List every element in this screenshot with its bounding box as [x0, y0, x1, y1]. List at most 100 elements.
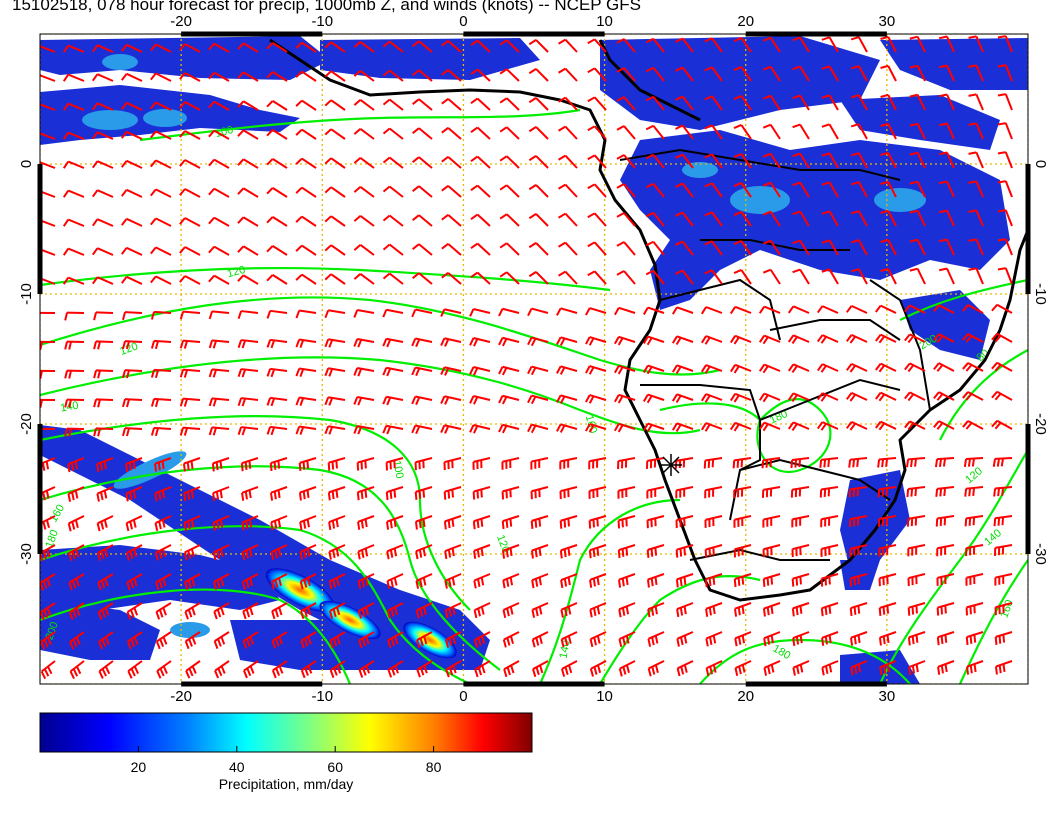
wind-barb	[324, 338, 346, 348]
wind-barb	[295, 41, 317, 53]
wind-barb	[40, 340, 56, 350]
wind-barb	[821, 152, 839, 169]
wind-barb	[704, 269, 723, 285]
wind-barb	[878, 544, 897, 557]
lon-tick-label: 10	[596, 13, 613, 30]
wind-barb	[909, 122, 926, 140]
wind-barb	[415, 602, 433, 619]
wind-barb	[327, 457, 346, 471]
wind-barb	[295, 338, 317, 348]
wind-barb	[179, 368, 201, 378]
wind-barb	[411, 366, 433, 377]
wind-barb	[821, 239, 839, 256]
wind-barb	[179, 339, 201, 349]
wind-barb	[792, 268, 810, 285]
wind-barb	[295, 128, 317, 140]
wind-barb	[675, 269, 694, 285]
wind-barb	[530, 544, 549, 559]
wind-barb	[126, 602, 143, 620]
wind-barb	[68, 573, 85, 591]
wind-barb	[733, 573, 752, 588]
wind-barb	[909, 64, 926, 82]
wind-barb	[154, 486, 172, 502]
wind-barb	[587, 241, 607, 256]
wind-barb	[266, 367, 288, 378]
wind-barb	[122, 398, 143, 408]
wind-barb	[213, 631, 230, 649]
wind-barb	[616, 212, 636, 227]
wind-barb	[440, 337, 462, 347]
wind-barb	[587, 183, 607, 198]
wind-barb	[324, 99, 346, 111]
wind-barb	[762, 36, 781, 53]
wind-barb	[473, 573, 491, 589]
wind-barb	[704, 182, 723, 198]
wind-barb	[645, 37, 665, 53]
wind-barb	[266, 425, 288, 436]
wind-barb	[618, 602, 636, 618]
wind-barb	[266, 100, 288, 111]
wind-barb	[906, 486, 926, 498]
wind-barb	[704, 124, 723, 140]
wind-barb	[356, 457, 375, 471]
wind-barb	[96, 544, 114, 561]
wind-barb	[382, 156, 404, 169]
wind-barb	[382, 308, 404, 318]
wind-barb	[150, 310, 172, 320]
wind-barb	[761, 457, 781, 469]
colorbar-ticks: 20 40 60 80	[131, 746, 442, 775]
wind-barb	[212, 515, 230, 531]
wind-barb	[587, 212, 607, 227]
wind-barb	[208, 339, 230, 349]
wind-barb	[270, 515, 288, 531]
wind-barb	[416, 660, 433, 678]
wind-barb	[704, 486, 723, 499]
wind-barb	[758, 305, 781, 314]
lat-tick-label: -30	[1032, 543, 1049, 565]
wind-barb	[266, 158, 288, 169]
wind-barb	[179, 246, 201, 256]
wind-barb	[470, 97, 491, 111]
wind-barb	[558, 96, 578, 111]
wind-barb	[69, 631, 85, 650]
wind-barb	[849, 515, 868, 528]
wind-barb	[758, 392, 781, 403]
wind-barb	[587, 270, 607, 285]
wind-barb	[353, 215, 375, 227]
wind-barb	[763, 631, 781, 647]
wind-barbs	[40, 35, 1013, 680]
wind-barb	[93, 427, 114, 437]
wind-barb	[645, 124, 665, 140]
wind-barb	[645, 66, 665, 82]
wind-barb	[121, 130, 143, 140]
wind-barb	[415, 573, 433, 589]
wind-barb	[850, 152, 868, 169]
wind-barb	[502, 573, 520, 589]
colorbar-tick-label: 40	[229, 759, 245, 775]
wind-barb	[93, 369, 114, 379]
wind-barb	[528, 68, 549, 82]
wind-barb	[208, 129, 230, 140]
wind-barb	[647, 660, 665, 677]
wind-barb	[791, 515, 810, 528]
wind-barb	[792, 65, 810, 82]
wind-barb	[880, 151, 897, 169]
wind-barb	[848, 486, 868, 498]
wind-barb	[387, 631, 404, 649]
wind-barb	[237, 310, 259, 319]
wind-barb	[558, 154, 578, 169]
wind-barb	[357, 515, 375, 530]
wind-barb	[821, 181, 839, 198]
wind-barb	[528, 271, 549, 285]
wind-barb	[991, 361, 1013, 372]
wind-barb	[792, 631, 810, 647]
wind-barb	[469, 424, 491, 434]
wind-barb	[382, 272, 404, 285]
wind-barb	[266, 71, 288, 82]
wind-barb	[993, 486, 1013, 497]
wind-barb	[324, 128, 346, 140]
wind-barb	[62, 247, 85, 256]
wind-barb	[646, 515, 665, 529]
wind-barb	[820, 602, 839, 617]
